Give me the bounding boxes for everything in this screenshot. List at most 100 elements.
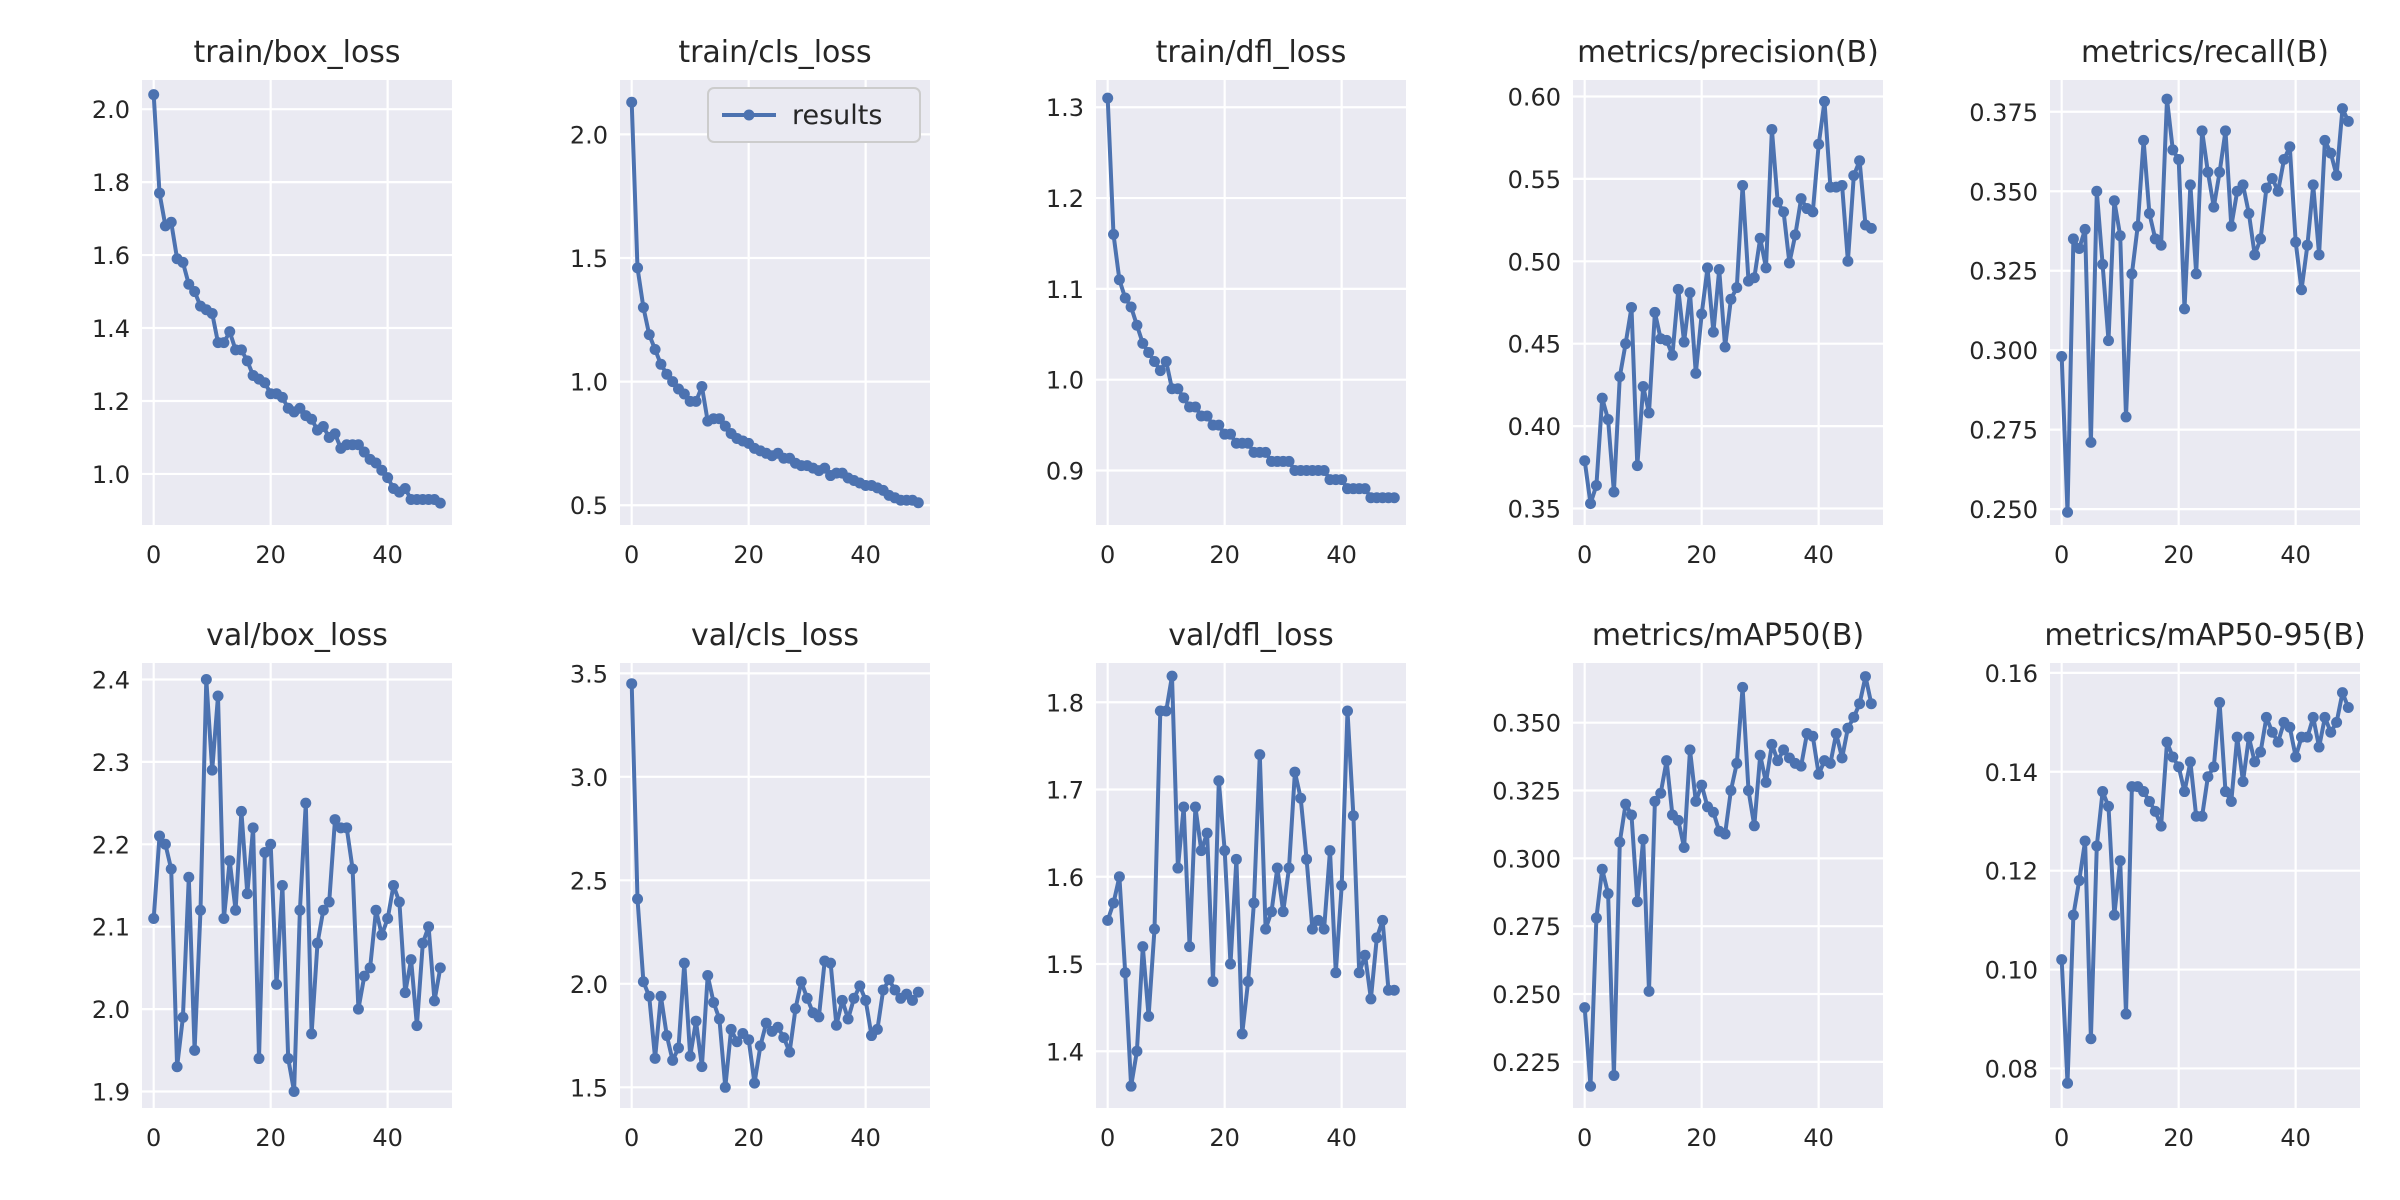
data-point [311, 937, 323, 949]
y-tick-label: 2.0 [570, 971, 608, 999]
data-point [189, 286, 201, 298]
data-point [1807, 730, 1819, 742]
data-point [1289, 766, 1301, 778]
data-point [2214, 166, 2226, 178]
data-point [306, 1028, 318, 1040]
data-point [2325, 726, 2337, 738]
data-point [1614, 836, 1626, 848]
data-point [871, 1023, 883, 1035]
data-point [352, 439, 364, 451]
data-point [288, 1086, 300, 1098]
y-tick-label: 1.5 [1046, 951, 1084, 979]
y-tick-label: 0.325 [1969, 258, 2038, 286]
data-point [860, 994, 872, 1006]
data-point [2067, 909, 2079, 921]
y-tick-label: 1.5 [570, 1074, 608, 1102]
panel-title: val/cls_loss [691, 618, 859, 653]
data-point [1865, 698, 1877, 710]
data-point [2284, 721, 2296, 733]
data-point [1620, 338, 1632, 350]
subplot-4: 0.35 0.40 0.45 0.50 0.55 0.60 0 20 40 metrics/pre… [1508, 35, 1883, 569]
data-point [1819, 95, 1831, 107]
data-point [1201, 827, 1213, 839]
data-point [754, 1040, 766, 1052]
data-point [1230, 853, 1242, 865]
x-tick-label: 0 [146, 1124, 161, 1152]
data-point [2202, 771, 2214, 783]
data-point [388, 880, 400, 891]
data-point [347, 863, 359, 875]
data-point [690, 1015, 702, 1027]
data-point [2143, 795, 2155, 807]
y-tick-label: 3.0 [570, 764, 608, 792]
data-point [643, 329, 655, 341]
data-point [1178, 801, 1190, 813]
y-tick-label: 0.325 [1492, 778, 1561, 806]
data-point [713, 413, 725, 425]
y-tick-label: 0.275 [1492, 913, 1561, 941]
data-point [1655, 787, 1667, 799]
data-point [183, 871, 195, 883]
x-tick-label: 40 [850, 1124, 881, 1152]
y-tick-label: 1.4 [92, 315, 130, 343]
data-point [1277, 906, 1289, 918]
data-point [2179, 786, 2191, 798]
data-point [655, 358, 667, 370]
x-tick-label: 0 [146, 541, 161, 569]
data-point [2108, 195, 2120, 207]
data-point [382, 472, 394, 484]
data-point [696, 1061, 708, 1073]
data-point [2073, 242, 2085, 254]
data-point [1102, 92, 1114, 104]
series-line [151, 677, 443, 1094]
data-point [637, 976, 649, 988]
data-point [883, 974, 895, 986]
series-line [1582, 99, 1874, 506]
data-point [1824, 757, 1836, 769]
data-point [1131, 1045, 1143, 1057]
data-point [912, 497, 924, 509]
data-point [661, 1030, 673, 1042]
data-point [1614, 371, 1626, 383]
data-point [1324, 845, 1336, 857]
data-point [1737, 179, 1749, 191]
data-point [1148, 356, 1160, 368]
y-tick-label: 0.08 [1985, 1055, 2038, 1083]
data-point [743, 1034, 755, 1046]
data-point [1579, 1002, 1591, 1014]
data-point [2272, 736, 2284, 748]
data-point [235, 344, 247, 356]
data-point [731, 1036, 743, 1048]
data-point [1795, 193, 1807, 205]
data-point [1283, 455, 1295, 467]
y-tick-label: 1.9 [92, 1079, 130, 1107]
data-point [171, 1061, 183, 1073]
y-tick-label: 0.55 [1508, 166, 1561, 194]
data-point [1388, 984, 1400, 996]
y-tick-label: 2.4 [92, 666, 130, 694]
subplot-6: 1.9 2.0 2.1 2.2 2.3 2.4 0 20 40 val/box_loss [92, 618, 452, 1152]
data-point [1242, 437, 1254, 449]
data-point [2155, 239, 2167, 251]
x-tick-label: 0 [2054, 1124, 2069, 1152]
data-point [1359, 949, 1371, 961]
data-point [2184, 179, 2196, 191]
data-point [2249, 249, 2261, 261]
legend: results [707, 87, 921, 143]
data-point [329, 814, 341, 826]
data-point [1778, 744, 1790, 756]
data-point [253, 1053, 265, 1065]
y-tick-label: 2.5 [570, 867, 608, 895]
data-point [1672, 283, 1684, 295]
data-point [1365, 993, 1377, 1005]
data-point [2219, 786, 2231, 798]
data-point [1620, 798, 1632, 810]
plot-background [1096, 80, 1406, 525]
data-point [1748, 820, 1760, 832]
panel-title: metrics/precision(B) [1577, 35, 1879, 70]
data-point [1143, 1010, 1155, 1022]
data-point [1707, 806, 1719, 818]
data-point [2138, 134, 2150, 146]
data-point [1725, 785, 1737, 797]
data-point [2243, 208, 2255, 219]
